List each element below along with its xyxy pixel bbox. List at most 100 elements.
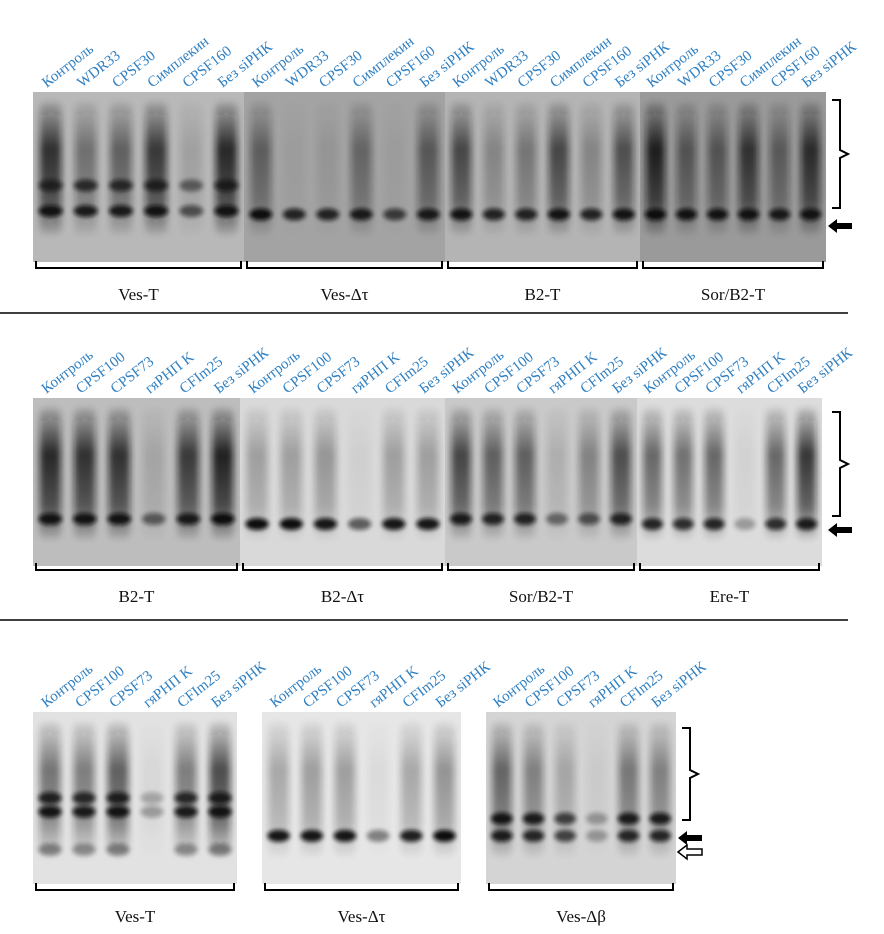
gel-lane bbox=[578, 408, 600, 540]
band bbox=[179, 179, 204, 192]
gel-lane bbox=[610, 408, 632, 540]
gel-lane bbox=[210, 408, 235, 540]
band bbox=[38, 792, 62, 804]
lane-smear bbox=[579, 408, 599, 540]
band bbox=[210, 512, 235, 525]
gel-lane bbox=[347, 408, 372, 540]
lane-smear bbox=[334, 722, 356, 857]
band bbox=[144, 205, 169, 217]
readthrough-bracket bbox=[832, 99, 851, 209]
band bbox=[586, 812, 608, 825]
band bbox=[522, 829, 545, 842]
gel-lane bbox=[706, 102, 729, 235]
band bbox=[282, 208, 306, 221]
lane-smear bbox=[673, 408, 693, 540]
band bbox=[491, 829, 513, 842]
gel-lane bbox=[174, 722, 198, 857]
gel-lane bbox=[38, 722, 62, 857]
solid-arrow-icon bbox=[678, 831, 702, 845]
band bbox=[107, 512, 132, 525]
band bbox=[279, 518, 303, 530]
lane-smear bbox=[350, 102, 372, 235]
gel-lane bbox=[140, 722, 164, 857]
construct-bracket bbox=[642, 261, 824, 269]
band bbox=[73, 205, 98, 217]
gel-lane bbox=[482, 102, 505, 235]
gel-lane bbox=[249, 102, 273, 235]
gel-background bbox=[33, 712, 237, 884]
band bbox=[617, 812, 640, 825]
gel-lane bbox=[38, 102, 63, 235]
gel-lane bbox=[799, 102, 822, 235]
lane-smear bbox=[417, 408, 439, 540]
lane-smear bbox=[483, 102, 504, 235]
lane-smear bbox=[314, 408, 337, 540]
band bbox=[214, 205, 239, 217]
gel-lane bbox=[38, 408, 63, 540]
lane-smear bbox=[108, 408, 130, 540]
lane-smear bbox=[215, 102, 238, 235]
lane-smear bbox=[143, 408, 165, 540]
band bbox=[382, 518, 406, 530]
lane-smear bbox=[417, 102, 439, 235]
lane-smear bbox=[180, 102, 203, 235]
lane-smear bbox=[250, 102, 272, 235]
construct-label: Ves-Δτ bbox=[321, 285, 369, 304]
band bbox=[347, 518, 372, 530]
lane-smear bbox=[547, 408, 567, 540]
gel-background bbox=[486, 712, 676, 884]
gel-lane bbox=[245, 408, 269, 540]
lane-smear bbox=[268, 722, 289, 857]
band bbox=[174, 792, 198, 804]
band bbox=[649, 812, 671, 825]
band bbox=[399, 829, 423, 842]
band bbox=[491, 812, 513, 825]
band bbox=[482, 512, 504, 525]
band bbox=[141, 512, 166, 525]
construct-bracket bbox=[488, 883, 674, 891]
gel-lane bbox=[450, 102, 473, 235]
band bbox=[610, 512, 632, 525]
gel-lane bbox=[617, 722, 640, 857]
lane-smear bbox=[548, 102, 569, 235]
band bbox=[313, 518, 338, 530]
lane-smear bbox=[74, 408, 96, 540]
band bbox=[703, 518, 725, 530]
lane-smear bbox=[704, 408, 724, 540]
construct-bracket bbox=[447, 261, 638, 269]
band bbox=[641, 518, 663, 530]
construct-label: B2-Δτ bbox=[321, 587, 364, 606]
gel-lane bbox=[382, 408, 406, 540]
band bbox=[174, 843, 198, 856]
gel-lane bbox=[282, 102, 306, 235]
band bbox=[586, 829, 608, 842]
band bbox=[208, 792, 232, 804]
gel-lane bbox=[546, 408, 568, 540]
band bbox=[433, 829, 456, 842]
band bbox=[249, 208, 273, 221]
band bbox=[349, 208, 373, 221]
gel-lane bbox=[399, 722, 423, 857]
band bbox=[316, 208, 340, 221]
band bbox=[174, 805, 198, 818]
band bbox=[522, 812, 545, 825]
band bbox=[245, 518, 269, 530]
lane-smear bbox=[797, 408, 817, 540]
gel-background bbox=[640, 92, 826, 262]
lane-smear bbox=[800, 102, 821, 235]
band bbox=[108, 179, 133, 192]
band bbox=[546, 512, 568, 525]
construct-bracket bbox=[639, 563, 820, 571]
gel-lane bbox=[333, 722, 357, 857]
lane-smear bbox=[451, 102, 472, 235]
band bbox=[208, 805, 232, 818]
lane-smear bbox=[384, 102, 406, 235]
gel-lane bbox=[649, 722, 671, 857]
band bbox=[73, 179, 98, 192]
gel-lane bbox=[737, 102, 760, 235]
